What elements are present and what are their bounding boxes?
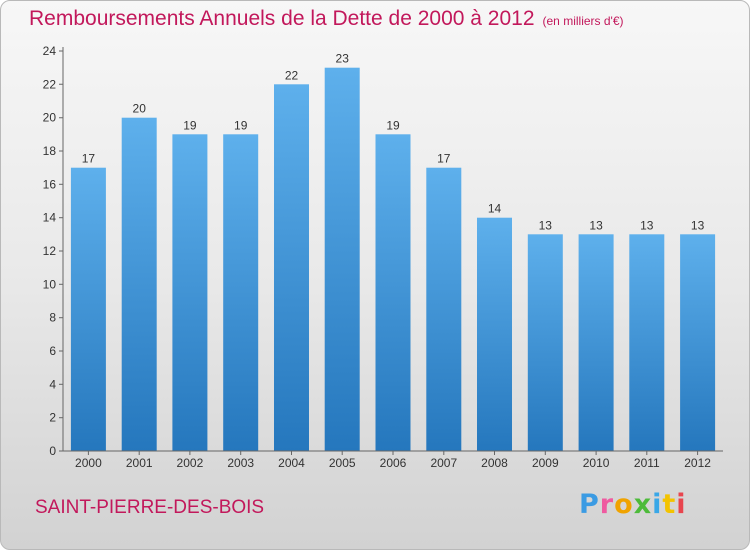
- value-label-2001: 20: [133, 102, 147, 116]
- x-tick-label-2006: 2006: [380, 456, 407, 470]
- value-label-2012: 13: [691, 218, 705, 232]
- value-label-2002: 19: [183, 118, 197, 132]
- logo-letter-r: r: [599, 489, 615, 520]
- x-tick-label-2002: 2002: [177, 456, 204, 470]
- y-tick-label-12: 12: [43, 244, 57, 258]
- value-label-2009: 13: [539, 218, 553, 232]
- logo-letter-i: i: [652, 489, 663, 520]
- bars-group: 17 20 19 19 22 23 19 17 14 13 13 13 13: [70, 52, 716, 452]
- y-tick-label-20: 20: [43, 111, 57, 125]
- x-tick-label-2000: 2000: [75, 456, 102, 470]
- value-label-2000: 17: [82, 152, 96, 166]
- bar-2007: [426, 167, 462, 451]
- value-label-2006: 19: [386, 118, 400, 132]
- chart-title: Remboursements Annuels de la Dette de 20…: [29, 7, 624, 31]
- x-tick-label-2008: 2008: [481, 456, 508, 470]
- x-tick-label-2001: 2001: [126, 456, 153, 470]
- x-tick-label-2009: 2009: [532, 456, 559, 470]
- bar-2001: [121, 117, 157, 451]
- x-tick-label-2011: 2011: [634, 456, 660, 470]
- bar-2012: [680, 234, 716, 451]
- y-tick-label-6: 6: [49, 344, 56, 358]
- chart-title-main: Remboursements Annuels de la Dette de 20…: [29, 7, 535, 30]
- logo-letter-x: x: [633, 489, 653, 520]
- y-tick-label-16: 16: [43, 177, 57, 191]
- y-tick-label-0: 0: [49, 444, 56, 458]
- logo-letter-p: P: [579, 489, 600, 520]
- value-label-2003: 19: [234, 118, 248, 132]
- proxiti-logo: Proxiti: [579, 489, 687, 520]
- bar-2002: [172, 134, 208, 452]
- bar-2004: [274, 84, 309, 452]
- y-tick-label-10: 10: [43, 277, 57, 291]
- x-tick-label-2004: 2004: [278, 456, 305, 470]
- city-name: SAINT-PIERRE-DES-BOIS: [35, 497, 265, 518]
- bar-2009: [527, 234, 563, 451]
- y-tick-label-18: 18: [43, 144, 57, 158]
- y-tick-label-22: 22: [43, 77, 57, 91]
- logo-letter-i-last: i: [676, 489, 687, 520]
- value-label-2010: 13: [589, 218, 603, 232]
- bar-2003: [223, 134, 259, 452]
- value-label-2004: 22: [285, 68, 299, 82]
- x-tick-label-2003: 2003: [227, 456, 254, 470]
- y-tick-label-4: 4: [49, 377, 56, 391]
- bar-2011: [629, 234, 665, 451]
- y-tick-label-2: 2: [49, 411, 56, 425]
- y-tick-label-8: 8: [49, 311, 56, 325]
- value-label-2007: 17: [437, 152, 451, 166]
- x-tick-label-2012: 2012: [684, 456, 711, 470]
- bar-2008: [477, 217, 512, 451]
- axes-group: 2000 2001 2002 2003 2004 2005 2006 2007 2008 2009…: [43, 44, 723, 470]
- x-tick-label-2007: 2007: [430, 456, 457, 470]
- value-label-2011: 13: [640, 218, 654, 232]
- bar-2005: [324, 67, 360, 451]
- bar-2000: [70, 167, 106, 451]
- logo-letter-t: t: [662, 489, 677, 520]
- bar-2010: [578, 234, 614, 451]
- value-label-2005: 23: [336, 52, 350, 66]
- chart-unit-note: (en milliers d'€): [542, 14, 624, 28]
- x-tick-label-2005: 2005: [329, 456, 356, 470]
- value-label-2008: 14: [488, 202, 502, 216]
- bar-2006: [375, 134, 411, 452]
- x-tick-label-2010: 2010: [583, 456, 610, 470]
- logo-letter-o: o: [614, 489, 634, 520]
- y-tick-label-14: 14: [43, 211, 57, 225]
- y-tick-label-24: 24: [43, 44, 57, 58]
